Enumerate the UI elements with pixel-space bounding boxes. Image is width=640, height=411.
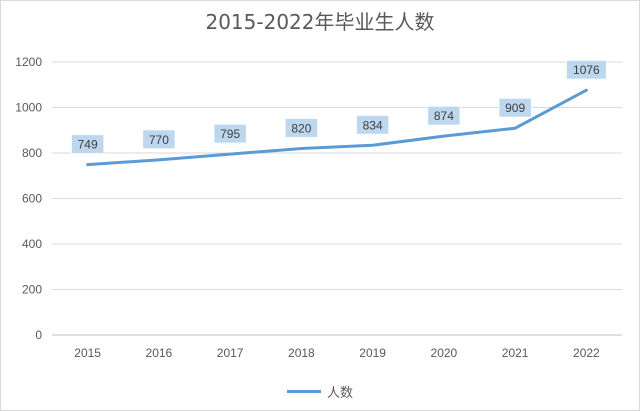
legend-label: 人数 xyxy=(326,386,353,401)
y-tick-label: 1200 xyxy=(15,55,42,69)
x-tick-label: 2015 xyxy=(74,346,101,360)
data-label: 770 xyxy=(149,133,169,147)
series-line xyxy=(86,88,588,167)
data-label: 795 xyxy=(220,127,240,141)
data-label: 874 xyxy=(434,109,454,123)
x-tick-label: 2020 xyxy=(431,346,458,360)
x-tick-label: 2018 xyxy=(288,346,315,360)
x-tick-label: 2019 xyxy=(359,346,386,360)
x-tick-label: 2017 xyxy=(217,346,244,360)
data-label: 820 xyxy=(291,121,311,135)
data-label-box xyxy=(70,134,105,155)
chart-title: 2015-2022年毕业生人数 xyxy=(205,10,435,34)
y-tick-label: 0 xyxy=(35,328,42,342)
y-tick-label: 1000 xyxy=(15,101,42,115)
data-label: 749 xyxy=(78,138,98,152)
y-tick-label: 200 xyxy=(22,283,42,297)
legend: 人数 xyxy=(0,382,640,401)
data-label-box xyxy=(498,97,532,118)
x-tick-label: 2022 xyxy=(573,346,600,360)
data-label: 834 xyxy=(363,118,383,132)
data-label-box xyxy=(284,117,319,138)
y-tick-label: 600 xyxy=(22,192,42,206)
data-label: 1076 xyxy=(573,63,600,77)
data-label-box xyxy=(565,59,607,80)
data-label-box xyxy=(213,123,247,144)
data-label-box xyxy=(142,129,176,150)
data-label: 909 xyxy=(505,101,525,115)
data-label-box xyxy=(355,114,390,135)
y-tick-label: 400 xyxy=(22,237,42,251)
x-tick-label: 2021 xyxy=(502,346,529,360)
y-tick-label: 800 xyxy=(22,146,42,160)
data-label-box xyxy=(427,105,461,126)
x-tick-label: 2016 xyxy=(146,346,173,360)
legend-swatch-icon xyxy=(286,390,321,393)
